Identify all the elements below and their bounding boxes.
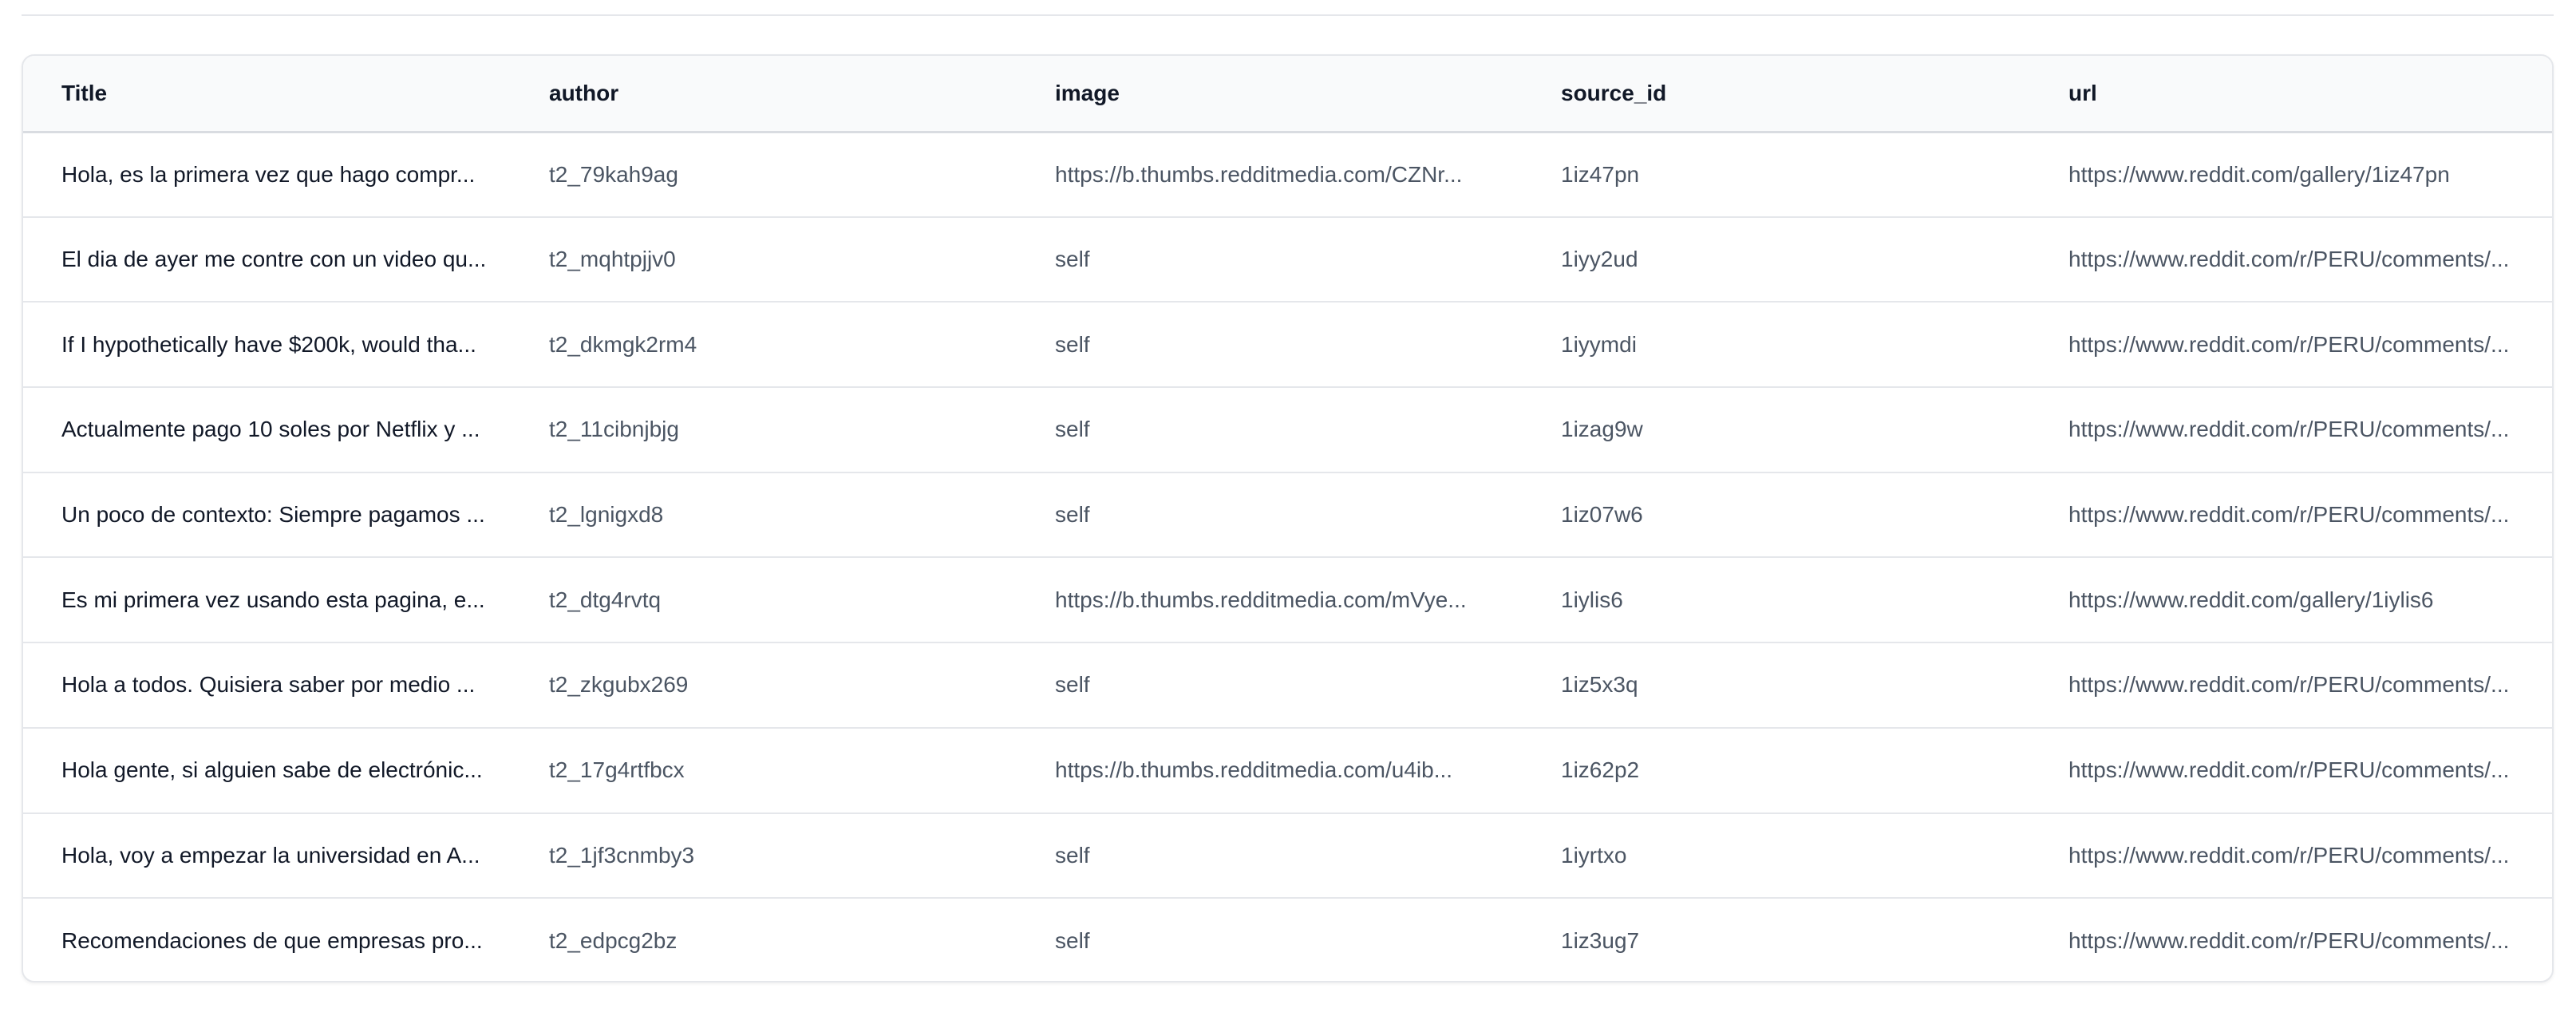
title-cell: Actualmente pago 10 soles por Netflix y …	[61, 417, 480, 442]
title-cell: Hola, es la primera vez que hago compr..…	[61, 161, 476, 187]
title-cell: Hola gente, si alguien sabe de electróni…	[61, 757, 483, 783]
author-cell: t2_11cibnjbjg	[549, 417, 679, 442]
top-divider	[22, 14, 2554, 16]
source-id-cell: 1iz5x3q	[1561, 672, 1638, 698]
column-header-url[interactable]: url	[2068, 80, 2097, 105]
author-cell: t2_edpcg2bz	[549, 928, 678, 954]
title-cell: Es mi primera vez usando esta pagina, e.…	[61, 587, 485, 612]
image-cell: self	[1055, 502, 1090, 528]
author-cell: t2_17g4rtfbcx	[549, 757, 685, 783]
source-id-cell: 1iz62p2	[1561, 757, 1640, 783]
url-cell: https://www.reddit.com/r/PERU/comments/.…	[2068, 247, 2510, 272]
table-body: Hola, es la primera vez que hago compr..…	[23, 132, 2552, 981]
url-cell: https://www.reddit.com/r/PERU/comments/.…	[2068, 331, 2510, 357]
url-cell: https://www.reddit.com/r/PERU/comments/.…	[2068, 502, 2510, 528]
table-row[interactable]: Hola, voy a empezar la universidad en A.…	[23, 813, 2552, 899]
title-cell: Hola a todos. Quisiera saber por medio .…	[61, 672, 476, 698]
source-id-cell: 1iz3ug7	[1561, 928, 1640, 954]
url-cell: https://www.reddit.com/r/PERU/comments/.…	[2068, 672, 2510, 698]
author-cell: t2_79kah9ag	[549, 161, 678, 187]
table-row[interactable]: Un poco de contexto: Siempre pagamos ...…	[23, 472, 2552, 558]
column-header-author[interactable]: author	[549, 80, 619, 105]
source-id-cell: 1iyymdi	[1561, 331, 1637, 357]
title-cell: Hola, voy a empezar la universidad en A.…	[61, 842, 480, 868]
url-cell: https://www.reddit.com/r/PERU/comments/.…	[2068, 417, 2510, 442]
image-cell: self	[1055, 672, 1090, 698]
author-cell: t2_mqhtpjjv0	[549, 247, 676, 272]
url-cell: https://www.reddit.com/gallery/1iylis6	[2068, 587, 2434, 612]
table-row[interactable]: If I hypothetically have $200k, would th…	[23, 302, 2552, 388]
title-cell: If I hypothetically have $200k, would th…	[61, 331, 476, 357]
title-cell: Recomendaciones de que empresas pro...	[61, 928, 483, 954]
data-table: Title author image source_id url Hola, e…	[23, 56, 2552, 981]
column-header-source-id[interactable]: source_id	[1561, 80, 1667, 105]
image-cell: self	[1055, 417, 1090, 442]
column-header-title[interactable]: Title	[61, 80, 108, 105]
image-cell: self	[1055, 928, 1090, 954]
table-row[interactable]: Hola, es la primera vez que hago compr..…	[23, 132, 2552, 217]
image-cell: https://b.thumbs.redditmedia.com/u4ib...	[1055, 757, 1453, 783]
table-header-row: Title author image source_id url	[23, 56, 2552, 132]
image-cell: https://b.thumbs.redditmedia.com/mVye...	[1055, 587, 1467, 612]
table-row[interactable]: Hola gente, si alguien sabe de electróni…	[23, 728, 2552, 813]
source-id-cell: 1iylis6	[1561, 587, 1623, 612]
author-cell: t2_zkgubx269	[549, 672, 689, 698]
source-id-cell: 1iz47pn	[1561, 161, 1640, 187]
data-table-card: Title author image source_id url Hola, e…	[22, 54, 2554, 982]
author-cell: t2_lgnigxd8	[549, 502, 664, 528]
image-cell: self	[1055, 842, 1090, 868]
table-row[interactable]: Recomendaciones de que empresas pro... t2…	[23, 898, 2552, 981]
table-row[interactable]: Actualmente pago 10 soles por Netflix y …	[23, 387, 2552, 472]
url-cell: https://www.reddit.com/r/PERU/comments/.…	[2068, 928, 2510, 954]
url-cell: https://www.reddit.com/r/PERU/comments/.…	[2068, 757, 2510, 783]
table-row[interactable]: Es mi primera vez usando esta pagina, e.…	[23, 557, 2552, 643]
source-id-cell: 1iz07w6	[1561, 502, 1643, 528]
column-header-image[interactable]: image	[1055, 80, 1120, 105]
image-cell: self	[1055, 331, 1090, 357]
title-cell: Un poco de contexto: Siempre pagamos ...	[61, 502, 485, 528]
source-id-cell: 1izag9w	[1561, 417, 1643, 442]
title-cell: El dia de ayer me contre con un video qu…	[61, 247, 487, 272]
table-row[interactable]: Hola a todos. Quisiera saber por medio .…	[23, 642, 2552, 728]
author-cell: t2_dkmgk2rm4	[549, 331, 697, 357]
image-cell: self	[1055, 247, 1090, 272]
image-cell: https://b.thumbs.redditmedia.com/CZNr...	[1055, 161, 1463, 187]
url-cell: https://www.reddit.com/gallery/1iz47pn	[2068, 161, 2450, 187]
author-cell: t2_1jf3cnmby3	[549, 842, 695, 868]
source-id-cell: 1iyrtxo	[1561, 842, 1627, 868]
url-cell: https://www.reddit.com/r/PERU/comments/.…	[2068, 842, 2510, 868]
table-row[interactable]: El dia de ayer me contre con un video qu…	[23, 217, 2552, 302]
author-cell: t2_dtg4rvtq	[549, 587, 662, 612]
source-id-cell: 1iyy2ud	[1561, 247, 1638, 272]
